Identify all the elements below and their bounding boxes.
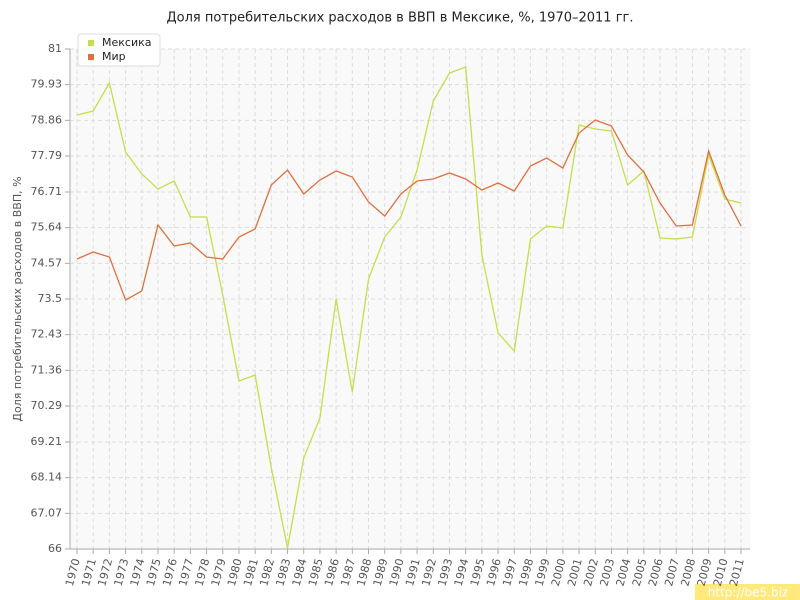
y-tick-label: 79.93 [31,78,63,91]
y-tick-label: 70.29 [31,399,63,412]
y-tick-label: 76.71 [31,185,63,198]
y-tick-label: 71.36 [31,363,63,376]
y-tick-label: 69.21 [31,435,63,448]
chart-title: Доля потребительских расходов в ВВП в Ме… [167,11,634,26]
y-tick-label: 74.57 [31,256,63,269]
series-line [76,66,742,549]
y-tick-label: 72.43 [31,328,63,341]
watermark: http://be5.biz [708,586,788,600]
y-tick-label: 77.79 [31,149,63,162]
y-tick-label: 75.64 [31,221,63,234]
legend-label: Мир [102,50,126,63]
y-tick-label: 67.07 [31,506,63,519]
y-tick-label: 68.14 [31,471,63,484]
series-line [76,119,742,301]
legend-box [77,33,161,67]
legend-label: Мексика [102,36,151,49]
y-tick-label: 81 [48,42,62,55]
legend-marker [88,54,94,60]
y-axis-label: Доля потребительских расходов в ВВП, % [11,176,24,421]
y-tick-label: 78.86 [31,113,63,126]
y-tick-label: 73.5 [38,292,63,305]
y-tick-label: 66 [48,542,62,555]
watermark-bg [695,584,800,600]
legend-marker [88,40,94,46]
